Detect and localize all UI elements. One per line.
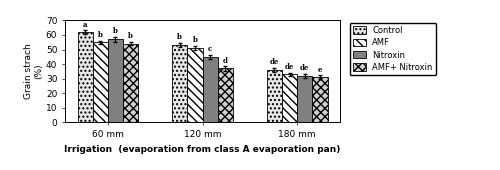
Text: de: de bbox=[300, 64, 310, 72]
Legend: Control, AMF, Nitroxin, AMF+ Nitroxin: Control, AMF, Nitroxin, AMF+ Nitroxin bbox=[350, 23, 436, 75]
Bar bbox=[123, 44, 138, 122]
Text: e: e bbox=[318, 66, 322, 74]
Text: c: c bbox=[208, 45, 212, 53]
Bar bbox=[267, 70, 282, 122]
Bar bbox=[172, 45, 188, 122]
Bar bbox=[92, 42, 108, 122]
Y-axis label: Grain strach
(%): Grain strach (%) bbox=[24, 44, 43, 99]
Text: a: a bbox=[83, 21, 87, 29]
Bar bbox=[218, 69, 233, 122]
Bar bbox=[188, 48, 202, 122]
Bar bbox=[78, 32, 92, 122]
Text: b: b bbox=[178, 33, 182, 41]
Bar bbox=[297, 76, 312, 122]
Text: d: d bbox=[223, 57, 228, 65]
Bar bbox=[312, 77, 328, 122]
Text: de: de bbox=[270, 58, 279, 66]
X-axis label: Irrigation  (evaporation from class A evaporation pan): Irrigation (evaporation from class A eva… bbox=[64, 145, 340, 154]
Text: b: b bbox=[128, 32, 133, 40]
Bar bbox=[202, 57, 218, 122]
Bar bbox=[282, 74, 297, 122]
Text: b: b bbox=[98, 31, 102, 39]
Text: de: de bbox=[285, 63, 294, 71]
Text: b: b bbox=[113, 27, 118, 35]
Bar bbox=[108, 39, 123, 122]
Text: b: b bbox=[192, 36, 198, 44]
